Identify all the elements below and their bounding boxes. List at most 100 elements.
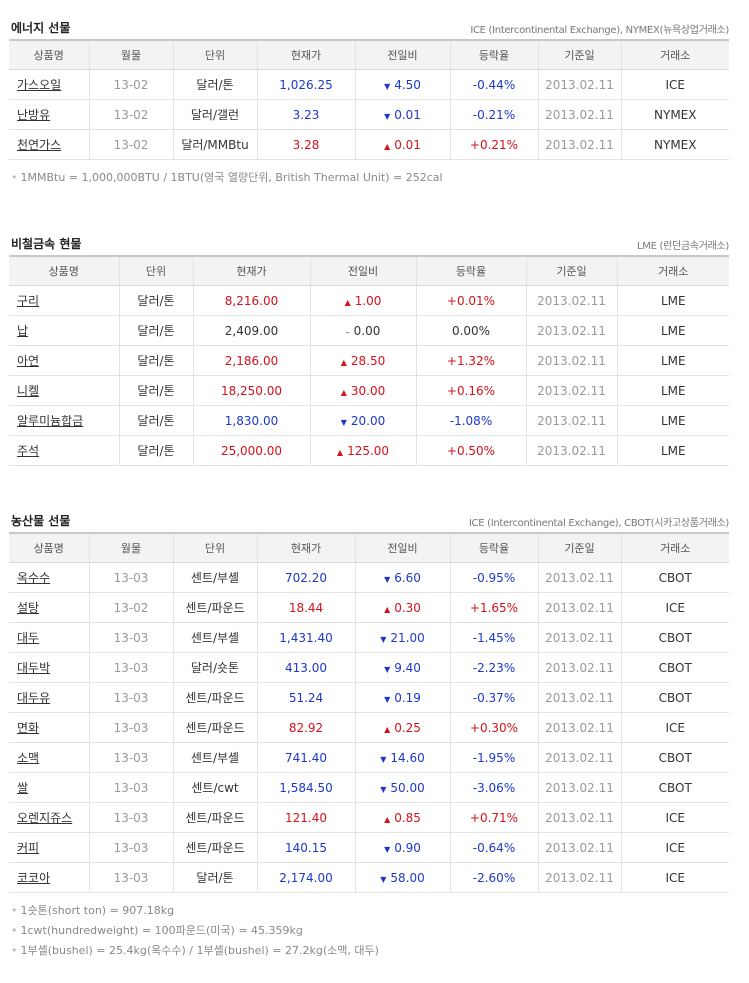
change-cell: ▼ 4.50	[354, 69, 450, 100]
product-link[interactable]: 대두유	[17, 691, 51, 705]
arrow-down-icon: ▼	[384, 844, 391, 854]
price-cell: 1,026.25	[256, 69, 355, 100]
month-cell: 13-03	[88, 712, 173, 743]
bullet-icon: •	[11, 171, 18, 184]
table-row: 아연 달러/톤 2,186.00 ▲ 28.50 +1.32% 2013.02.11 LME	[9, 345, 729, 376]
price-cell: 18.44	[256, 592, 355, 623]
rate-cell: -1.95%	[449, 742, 538, 773]
table-row: 면화 13-03 센트/파운드 82.92 ▲ 0.25 +0.30% 2013.02.11 I…	[9, 712, 729, 743]
rate-cell: +0.21%	[449, 129, 538, 160]
product-name-cell: 코코아	[9, 862, 89, 893]
product-link[interactable]: 구리	[17, 294, 40, 308]
exchange-cell: ICE	[620, 69, 729, 100]
footnote: • 1숏톤(short ton) = 907.18kg	[9, 901, 729, 921]
month-cell: 13-03	[88, 772, 173, 803]
date-cell: 2013.02.11	[537, 742, 621, 773]
table-row: 주석 달러/톤 25,000.00 ▲ 125.00 +0.50% 2013.02.11 LM…	[9, 435, 729, 466]
product-link[interactable]: 주석	[17, 444, 40, 458]
product-name-cell: 대두박	[9, 652, 89, 683]
arrow-up-icon: ▲	[340, 387, 347, 397]
col-header-exchange: 거래소	[620, 40, 729, 70]
unit-cell: 센트/cwt	[172, 772, 257, 803]
section-header: 비철금속 현물 LME (런던금속거래소)	[9, 229, 729, 255]
table-row: 소맥 13-03 센트/부셸 741.40 ▼ 14.60 -1.95% 2013.02.11…	[9, 742, 729, 773]
product-link[interactable]: 알루미늄합금	[17, 414, 84, 428]
table-row: 구리 달러/톤 8,216.00 ▲ 1.00 +0.01% 2013.02.11 LME	[9, 285, 729, 316]
table-row: 오렌지쥬스 13-03 센트/파운드 121.40 ▲ 0.85 +0.71% 2013.02…	[9, 802, 729, 833]
month-cell: 13-02	[88, 99, 173, 130]
product-link[interactable]: 오렌지쥬스	[17, 811, 73, 825]
col-header-change: 전일비	[309, 256, 416, 286]
product-link[interactable]: 아연	[17, 354, 40, 368]
product-link[interactable]: 난방유	[17, 108, 51, 122]
month-cell: 13-03	[88, 622, 173, 653]
product-link[interactable]: 가스오일	[17, 78, 62, 92]
rate-cell: +0.16%	[415, 375, 526, 406]
rate-cell: -1.45%	[449, 622, 538, 653]
product-link[interactable]: 대두	[17, 631, 40, 645]
exchange-cell: CBOT	[620, 772, 729, 803]
change-value: 0.01	[394, 107, 421, 122]
exchange-cell: ICE	[620, 862, 729, 893]
product-name-cell: 소맥	[9, 742, 89, 773]
product-name-cell: 쌀	[9, 772, 89, 803]
date-cell: 2013.02.11	[537, 862, 621, 893]
table-row: 옥수수 13-03 센트/부셸 702.20 ▼ 6.60 -0.95% 2013.02.11…	[9, 562, 729, 593]
product-name-cell: 옥수수	[9, 562, 89, 593]
price-cell: 2,186.00	[192, 345, 310, 376]
change-value: 21.00	[390, 630, 425, 645]
product-link[interactable]: 천연가스	[17, 138, 62, 152]
product-link[interactable]: 소맥	[17, 751, 40, 765]
rate-cell: +1.32%	[415, 345, 526, 376]
change-value: 58.00	[390, 870, 425, 885]
change-value: 0.19	[394, 690, 421, 705]
bullet-icon: •	[11, 924, 18, 937]
price-cell: 2,174.00	[256, 862, 355, 893]
arrow-down-icon: ▼	[340, 417, 347, 427]
arrow-down-icon: ▼	[384, 664, 391, 674]
product-link[interactable]: 면화	[17, 721, 40, 735]
product-name-cell: 납	[9, 315, 119, 346]
product-name-cell: 커피	[9, 832, 89, 863]
unit-cell: 센트/파운드	[172, 832, 257, 863]
col-header-exchange: 거래소	[620, 533, 729, 563]
unit-cell: 달러/톤	[118, 405, 193, 436]
change-value: 0.30	[394, 600, 421, 615]
table-row: 가스오일 13-02 달러/톤 1,026.25 ▼ 4.50 -0.44% 2013.02.…	[9, 69, 729, 100]
footnote-text: 1cwt(hundredweight) = 100파운드(미국) = 45.35…	[20, 924, 303, 937]
date-cell: 2013.02.11	[525, 285, 617, 316]
month-cell: 13-02	[88, 129, 173, 160]
product-link[interactable]: 쌀	[17, 781, 29, 795]
product-link[interactable]: 코코아	[17, 871, 51, 885]
unit-cell: 달러/톤	[118, 435, 193, 466]
product-name-cell: 대두유	[9, 682, 89, 713]
unit-cell: 센트/파운드	[172, 802, 257, 833]
arrow-down-icon: ▼	[380, 754, 387, 764]
date-cell: 2013.02.11	[537, 129, 621, 160]
energy-table: 상품명 월물 단위 현재가 전일비 등락율 기준일 거래소 가스오일 13-02 달…	[9, 39, 729, 160]
product-name-cell: 설탕	[9, 592, 89, 623]
price-cell: 1,584.50	[256, 772, 355, 803]
unit-cell: 달러/톤	[118, 315, 193, 346]
change-cell: ▼ 21.00	[354, 622, 450, 653]
change-value: 0.01	[394, 137, 421, 152]
change-cell: ▲ 0.85	[354, 802, 450, 833]
section-source: LME (런던금속거래소)	[637, 241, 729, 252]
product-link[interactable]: 옥수수	[17, 571, 51, 585]
section-title: 비철금속 현물	[11, 237, 82, 251]
product-link[interactable]: 납	[17, 324, 29, 338]
product-link[interactable]: 커피	[17, 841, 40, 855]
section-title: 에너지 선물	[11, 21, 71, 35]
col-header-date: 기준일	[525, 256, 617, 286]
unit-cell: 센트/부셸	[172, 742, 257, 773]
table-row: 코코아 13-03 달러/톤 2,174.00 ▼ 58.00 -2.60% 2013.02.…	[9, 862, 729, 893]
product-link[interactable]: 설탕	[17, 601, 40, 615]
arrow-down-icon: ▼	[384, 694, 391, 704]
table-header-row: 상품명 월물 단위 현재가 전일비 등락율 기준일 거래소	[9, 40, 729, 70]
product-link[interactable]: 니켈	[17, 384, 40, 398]
col-header-unit: 단위	[118, 256, 193, 286]
price-cell: 18,250.00	[192, 375, 310, 406]
product-link[interactable]: 대두박	[17, 661, 51, 675]
change-cell: ▼ 9.40	[354, 652, 450, 683]
price-cell: 702.20	[256, 562, 355, 593]
